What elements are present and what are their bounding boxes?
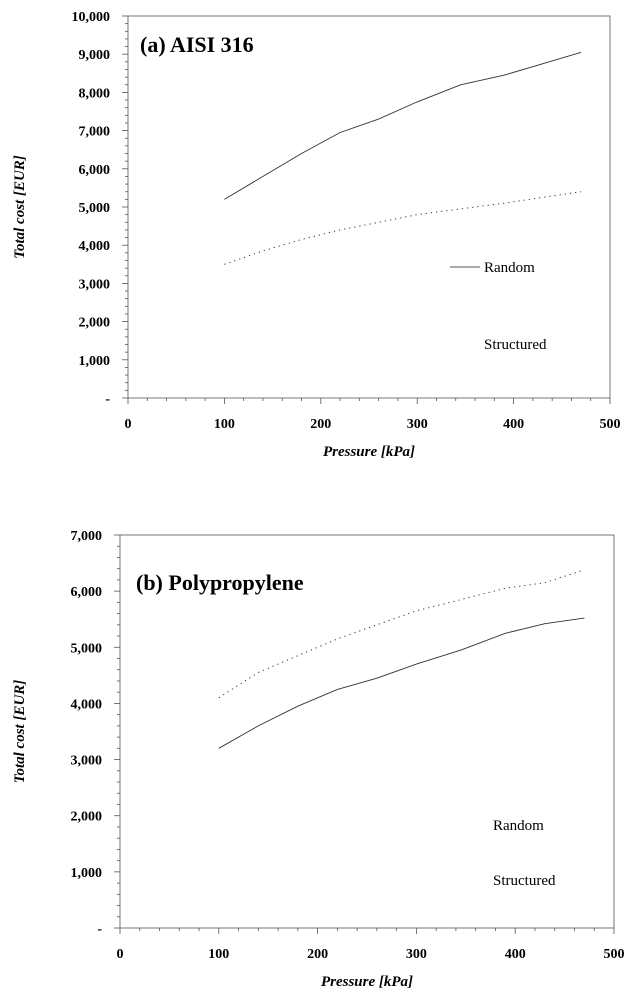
chart-title: (b) Polypropylene [136, 570, 304, 595]
x-tick-label: 200 [307, 947, 328, 962]
x-tick-label: 100 [208, 947, 229, 962]
x-tick-label: 500 [604, 947, 625, 962]
y-axis-title: Total cost [EUR] [12, 155, 28, 259]
x-tick-label: 0 [125, 417, 132, 432]
y-tick-label: 5,000 [79, 201, 111, 216]
series-line-random [218, 617, 585, 749]
x-tick-label: 400 [505, 947, 526, 962]
y-tick-label: 4,000 [79, 239, 111, 254]
y-tick-label: 2,000 [79, 316, 111, 331]
y-tick-label: 8,000 [79, 86, 111, 101]
y-tick-label: 7,000 [71, 529, 103, 544]
x-tick-label: 300 [406, 947, 427, 962]
legend-label: Random [484, 260, 535, 276]
x-tick-label: 400 [503, 417, 524, 432]
x-tick-label: 300 [407, 417, 428, 432]
series-line-structured [218, 569, 585, 699]
x-axis-title: Pressure [kPa] [323, 444, 415, 460]
x-tick-label: 100 [214, 417, 235, 432]
chart-panel-2: - 1,000 2,000 3,000 4,000 5,000 6,000 7,000 0 100… [12, 529, 625, 990]
y-tick-label: 2,000 [71, 810, 103, 825]
legend-label: Structured [493, 873, 556, 889]
y-tick-label: 10,000 [72, 10, 111, 25]
y-tick-label: 9,000 [79, 48, 111, 63]
legend-label: Random [493, 818, 544, 834]
x-tick-label: 200 [310, 417, 331, 432]
x-tick-label: 500 [600, 417, 621, 432]
x-axis-title: Pressure [kPa] [321, 974, 413, 990]
series-line-random [224, 51, 582, 200]
chart-title: (a) AISI 316 [140, 32, 254, 57]
y-tick-label: - [105, 392, 110, 407]
x-tick-label: 0 [117, 947, 124, 962]
y-tick-label: 3,000 [79, 277, 111, 292]
y-tick-label: 4,000 [71, 697, 103, 712]
y-tick-label: 1,000 [71, 866, 103, 881]
chart-panel-1: - 1,000 2,000 3,000 4,000 5,000 6,000 7,000 8,00… [12, 10, 621, 460]
plot-frame [119, 534, 615, 929]
legend-label: Structured [484, 337, 547, 353]
y-tick-label: 6,000 [71, 585, 103, 600]
y-axis-title: Total cost [EUR] [12, 680, 28, 784]
y-tick-label: 5,000 [71, 641, 103, 656]
y-tick-label: - [97, 922, 102, 937]
y-tick-label: 1,000 [79, 354, 111, 369]
y-tick-label: 3,000 [71, 754, 103, 769]
y-tick-label: 7,000 [79, 125, 111, 140]
series-line-structured [224, 191, 582, 265]
y-tick-label: 6,000 [79, 163, 111, 178]
